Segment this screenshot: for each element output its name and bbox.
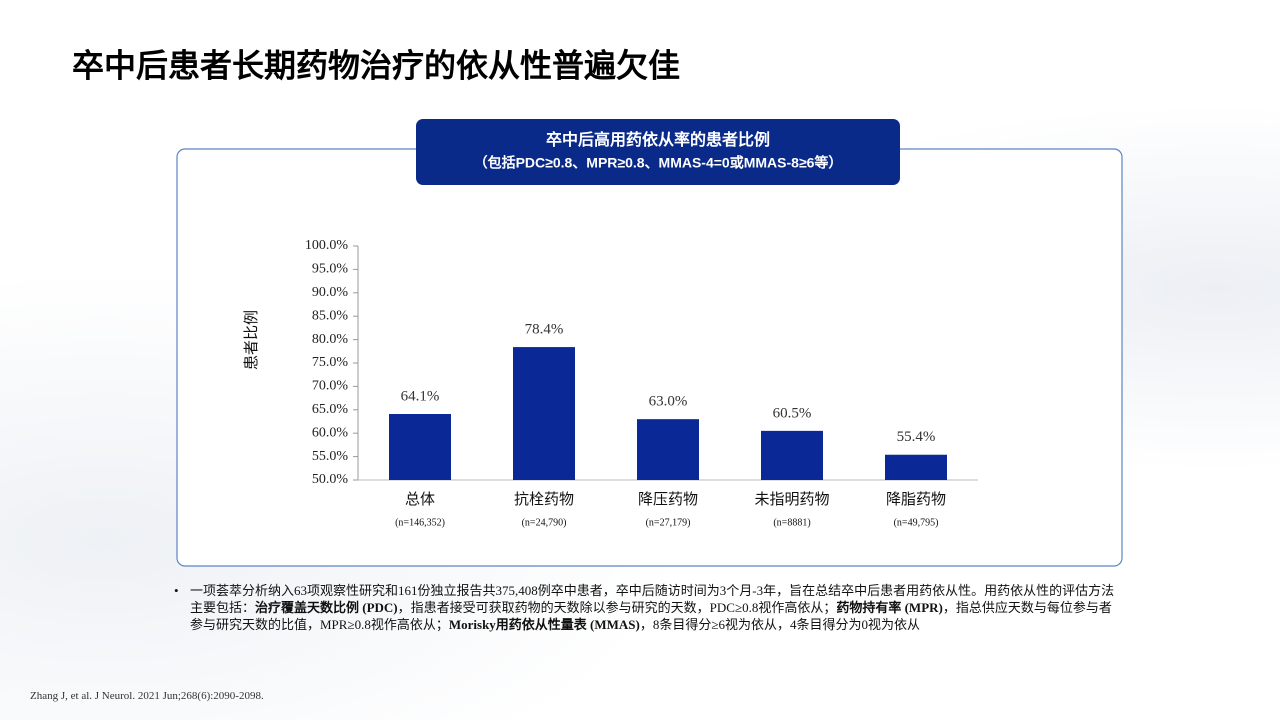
bullet-segment: Morisky用药依从性量表 (MMAS) — [448, 617, 640, 632]
bullet-segment: ，8条目得分≥6视为依从，4条目得分为0视为依从 — [639, 617, 921, 632]
y-tick-label: 70.0% — [312, 379, 349, 394]
x-tick-label: 降脂药物 — [886, 491, 946, 508]
bar — [513, 347, 575, 480]
x-tick-label: 未指明药物 — [754, 491, 829, 508]
bullet-text: 一项荟萃分析纳入63项观察性研究和161份独立报告共375,408例卒中患者，卒… — [174, 582, 1115, 633]
bar — [637, 419, 699, 480]
y-tick-label: 75.0% — [312, 355, 349, 370]
x-tick-note: (n=49,795) — [894, 517, 939, 528]
y-tick-label: 95.0% — [312, 262, 349, 277]
bullet-segment: ，指患者接受可获取药物的天数除以参与研究的天数，PDC≥0.8视作高依从； — [397, 600, 837, 615]
y-tick-label: 55.0% — [312, 449, 349, 464]
chart-title-box — [416, 119, 900, 185]
slide-title: 卒中后患者长期药物治疗的依从性普遍欠佳 — [72, 47, 680, 83]
x-tick-label: 抗栓药物 — [514, 491, 574, 508]
x-tick-label: 总体 — [405, 491, 435, 508]
bar — [389, 414, 451, 480]
y-tick-label: 50.0% — [312, 472, 349, 487]
bullet-segment: 一项荟萃分析纳入63项观察性研究和161份独立报告共375,408例卒中患者，卒… — [190, 583, 1115, 615]
bullet-segment: 药物持有率 (MPR) — [836, 600, 943, 615]
bar — [885, 454, 947, 480]
data-label: 60.5% — [773, 405, 812, 421]
y-tick-label: 90.0% — [312, 285, 349, 300]
y-tick-label: 100.0% — [305, 238, 349, 253]
y-tick-label: 65.0% — [312, 402, 349, 417]
chart-title: 卒中后高用药依从率的患者比例 — [546, 130, 770, 149]
data-label: 63.0% — [649, 394, 688, 410]
y-tick-label: 60.0% — [312, 425, 349, 440]
y-tick-label: 80.0% — [312, 332, 349, 347]
x-tick-label: 降压药物 — [638, 491, 698, 508]
y-axis-label: 患者比例 — [243, 310, 260, 370]
x-tick-note: (n=27,179) — [646, 517, 691, 528]
bullet-segment: ，指总供应天数与每位参与者参与研究天数的比值，MPR≥0.8视作高依从； — [190, 600, 1112, 632]
bullet-segment: 治疗覆盖天数比例 (PDC) — [255, 600, 398, 615]
citation: Zhang J, et al. J Neurol. 2021 Jun;268(6… — [30, 690, 264, 702]
chart-subtitle: （包括PDC≥0.8、MPR≥0.8、MMAS-4=0或MMAS-8≥6等） — [474, 155, 843, 171]
y-tick-label: 85.0% — [312, 308, 349, 323]
x-tick-note: (n=24,790) — [522, 517, 567, 528]
data-label: 55.4% — [897, 429, 936, 445]
x-tick-note: (n=146,352) — [395, 517, 445, 528]
data-label: 64.1% — [401, 388, 440, 404]
x-tick-note: (n=8881) — [773, 517, 810, 528]
data-label: 78.4% — [525, 322, 564, 338]
bar — [761, 430, 823, 480]
